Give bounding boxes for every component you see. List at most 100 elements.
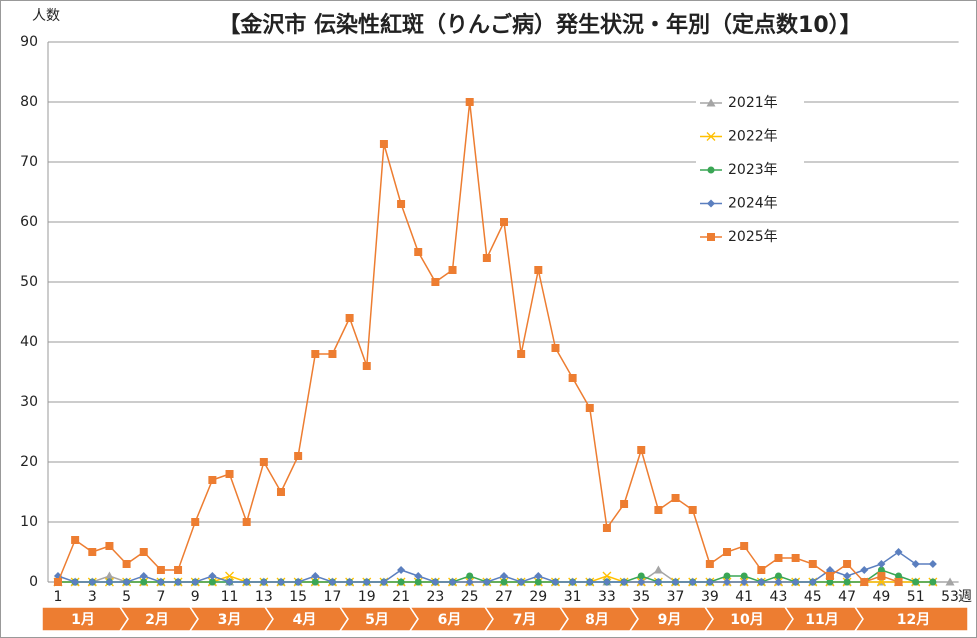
data-point <box>637 572 645 580</box>
data-point <box>843 560 852 568</box>
y-tick-label: 0 <box>29 574 38 590</box>
data-point <box>276 578 285 586</box>
month-label: 8月 <box>585 612 609 628</box>
month-label: 3月 <box>218 612 242 628</box>
data-point <box>894 578 903 586</box>
legend-marker <box>707 233 715 241</box>
data-point <box>466 572 474 580</box>
data-point <box>860 578 869 586</box>
data-point <box>208 476 217 484</box>
data-point <box>654 506 663 514</box>
y-tick-label: 80 <box>20 94 38 110</box>
data-point <box>653 565 663 574</box>
legend-label: 2023年 <box>728 162 778 178</box>
chart-title: 【金沢市 伝染性紅斑（りんご病）発生状況・年別（定点数10）】 <box>218 12 861 38</box>
month-label: 10月 <box>730 612 763 628</box>
x-unit-label: 週 <box>958 589 972 605</box>
data-point <box>688 578 697 586</box>
data-point <box>88 578 97 586</box>
data-point <box>929 578 937 586</box>
month-label: 1月 <box>71 612 95 628</box>
data-point <box>397 578 405 586</box>
legend-label: 2024年 <box>728 196 778 212</box>
data-point <box>465 98 474 106</box>
x-tick-label: 37 <box>667 589 685 605</box>
data-point <box>242 518 251 526</box>
data-point <box>431 278 440 286</box>
data-point <box>500 578 508 586</box>
data-point <box>259 458 268 466</box>
data-point <box>602 578 611 586</box>
legend-marker <box>706 98 716 107</box>
x-tick-label: 39 <box>701 589 719 605</box>
data-point <box>911 560 920 568</box>
data-point <box>637 578 646 586</box>
data-point <box>534 572 543 580</box>
month-label: 2月 <box>145 612 169 628</box>
data-point <box>191 578 200 586</box>
legend-label: 2025年 <box>728 229 778 245</box>
data-point <box>774 578 783 586</box>
data-point <box>517 578 526 586</box>
x-tick-label: 15 <box>289 589 307 605</box>
data-point <box>877 572 886 580</box>
legend-label: 2022年 <box>728 129 778 145</box>
x-tick-label: 35 <box>632 589 650 605</box>
x-tick-label: 49 <box>872 589 890 605</box>
month-label: 12月 <box>897 612 930 628</box>
data-point <box>757 578 766 586</box>
data-point <box>208 572 217 580</box>
data-point <box>877 566 885 574</box>
x-tick-label: 29 <box>529 589 547 605</box>
data-point <box>465 578 474 586</box>
y-tick-label: 40 <box>20 334 38 350</box>
data-point <box>602 524 611 532</box>
legend-marker <box>706 132 716 141</box>
data-point <box>156 566 165 574</box>
data-point <box>448 578 457 586</box>
data-point <box>791 578 800 586</box>
data-point <box>345 578 354 586</box>
data-point <box>774 554 783 562</box>
data-point <box>740 542 749 550</box>
x-tick-label: 9 <box>191 589 200 605</box>
x-tick-label: 11 <box>221 589 239 605</box>
data-point <box>500 218 508 226</box>
data-point <box>568 374 577 382</box>
data-point <box>534 266 543 274</box>
data-point <box>379 578 388 586</box>
y-tick-label: 30 <box>20 394 38 410</box>
data-point <box>482 254 491 262</box>
data-point <box>431 578 440 586</box>
month-label: 7月 <box>513 612 537 628</box>
y-tick-label: 90 <box>20 34 38 50</box>
month-label: 11月 <box>805 612 838 628</box>
data-point <box>174 566 183 574</box>
data-point <box>517 350 526 358</box>
data-point <box>71 578 80 586</box>
data-point <box>740 578 749 586</box>
series <box>53 548 937 586</box>
x-tick-label: 21 <box>392 589 410 605</box>
legend-marker <box>707 166 715 174</box>
data-point <box>448 266 457 274</box>
data-point <box>620 578 629 586</box>
data-point <box>294 452 303 460</box>
x-tick-label: 23 <box>426 589 444 605</box>
data-point <box>825 572 834 580</box>
data-point <box>482 578 491 586</box>
data-point <box>723 572 731 580</box>
y-tick-label: 70 <box>20 154 38 170</box>
data-point <box>928 560 937 568</box>
data-point <box>585 404 594 412</box>
data-point <box>568 578 577 586</box>
data-point <box>122 578 131 586</box>
data-point <box>414 572 423 580</box>
data-point <box>397 200 406 208</box>
x-tick-label: 5 <box>122 589 131 605</box>
data-point <box>705 578 714 586</box>
data-point <box>88 548 97 556</box>
legend-label: 2021年 <box>728 95 778 111</box>
